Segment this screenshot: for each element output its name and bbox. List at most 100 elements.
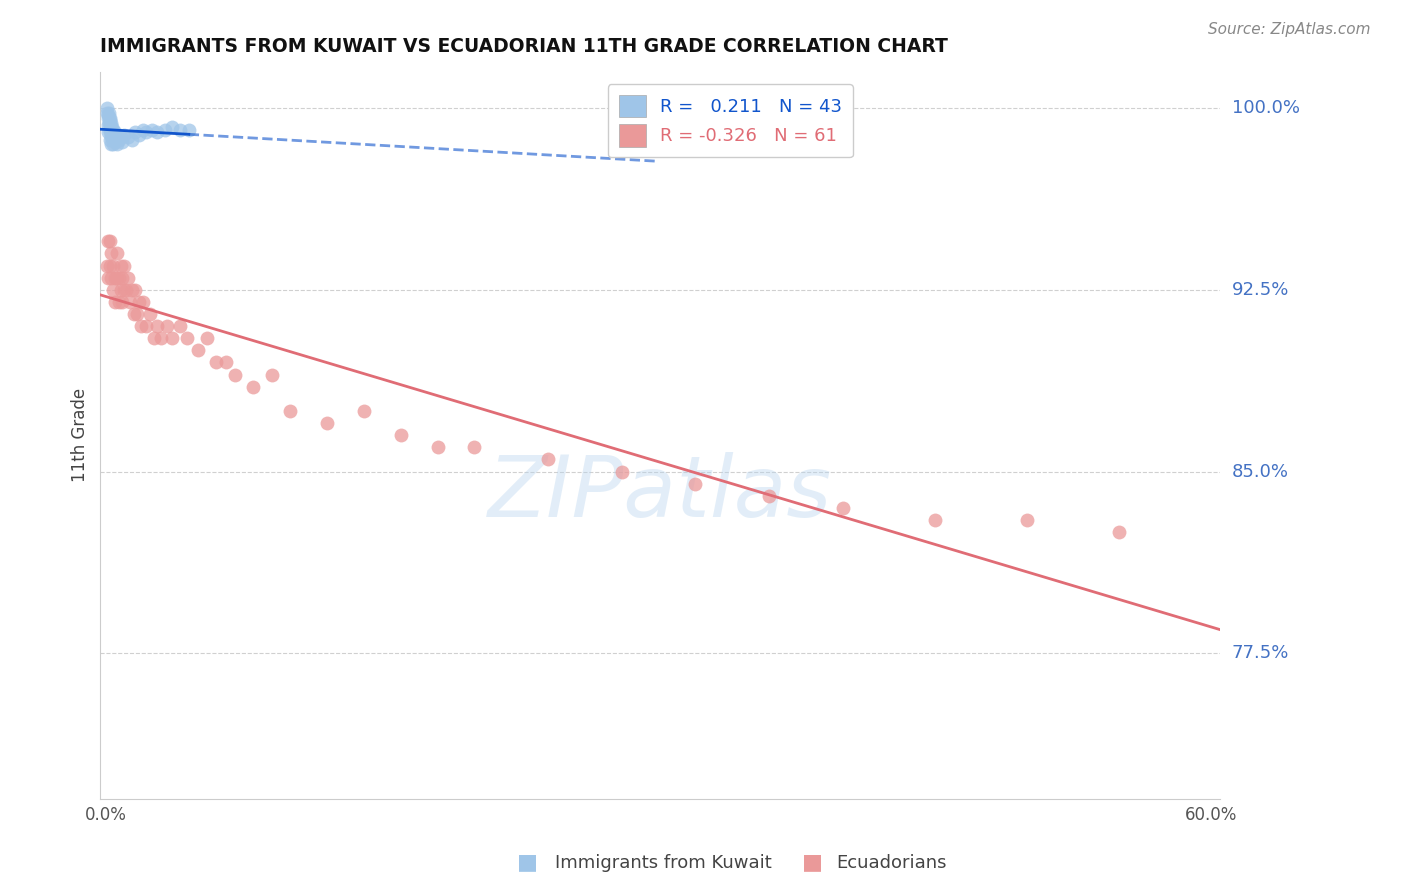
Point: [135, 125, 157, 139]
Point: [112, 259, 135, 273]
Text: 85.0%: 85.0%: [1232, 463, 1289, 481]
Point: [101, 130, 124, 145]
Point: [98, 118, 121, 132]
Text: IMMIGRANTS FROM KUWAIT VS ECUADORIAN 11TH GRADE CORRELATION CHART: IMMIGRANTS FROM KUWAIT VS ECUADORIAN 11T…: [100, 37, 948, 56]
Point: [758, 489, 780, 503]
Point: [169, 319, 191, 334]
Point: [132, 294, 155, 309]
Point: [353, 404, 375, 418]
Point: [160, 331, 183, 345]
Point: [97, 106, 120, 120]
Point: [115, 283, 138, 297]
Point: [104, 135, 127, 149]
Point: [278, 404, 301, 418]
Point: [169, 123, 191, 137]
Point: [146, 319, 169, 334]
Point: [924, 513, 946, 527]
Text: ZIPatlas: ZIPatlas: [488, 452, 832, 535]
Point: [103, 283, 125, 297]
Point: [103, 130, 125, 145]
Point: [105, 128, 128, 142]
Point: [110, 283, 132, 297]
Point: [97, 115, 120, 129]
Point: [96, 101, 118, 115]
Point: [100, 123, 122, 137]
Point: [97, 118, 120, 132]
Point: [117, 270, 139, 285]
Point: [104, 294, 127, 309]
Point: [100, 115, 122, 129]
Point: [112, 128, 135, 142]
Point: [426, 440, 449, 454]
Point: [103, 259, 125, 273]
Point: [103, 123, 125, 137]
Point: [129, 319, 152, 334]
Point: [110, 259, 132, 273]
Point: [1108, 525, 1130, 540]
Point: [98, 132, 121, 146]
Point: [156, 319, 179, 334]
Point: [121, 283, 143, 297]
Text: Immigrants from Kuwait: Immigrants from Kuwait: [555, 854, 772, 871]
Point: [101, 120, 124, 135]
Text: Source: ZipAtlas.com: Source: ZipAtlas.com: [1208, 22, 1371, 37]
Point: [142, 331, 165, 345]
Point: [104, 270, 127, 285]
Text: 100.0%: 100.0%: [1232, 99, 1299, 117]
Point: [98, 259, 121, 273]
Point: [537, 452, 560, 467]
Legend: R =   0.211   N = 43, R = -0.326   N = 61: R = 0.211 N = 43, R = -0.326 N = 61: [607, 85, 853, 157]
Point: [110, 130, 132, 145]
Point: [132, 123, 155, 137]
Text: 92.5%: 92.5%: [1232, 281, 1289, 299]
Point: [107, 294, 129, 309]
Point: [100, 130, 122, 145]
Point: [112, 283, 135, 297]
Point: [122, 307, 145, 321]
Point: [242, 380, 264, 394]
Point: [150, 331, 173, 345]
Point: [107, 270, 129, 285]
Point: [111, 135, 134, 149]
Point: [97, 108, 120, 122]
Point: [124, 283, 146, 297]
Point: [100, 123, 122, 137]
Point: [105, 246, 128, 260]
Point: [610, 465, 633, 479]
Point: [260, 368, 283, 382]
Point: [187, 343, 209, 358]
Point: [100, 270, 122, 285]
Point: [685, 476, 707, 491]
Point: [177, 123, 200, 137]
Point: [107, 132, 129, 146]
Point: [104, 125, 127, 139]
Point: [831, 500, 853, 515]
Point: [389, 428, 412, 442]
Point: [214, 355, 236, 369]
Point: [1015, 513, 1038, 527]
Point: [97, 270, 120, 285]
Point: [146, 125, 169, 139]
Point: [117, 130, 139, 145]
Point: [141, 123, 163, 137]
Point: [97, 111, 120, 125]
Point: [160, 120, 183, 135]
Point: [124, 125, 146, 139]
Text: ■: ■: [803, 853, 823, 872]
Point: [128, 294, 150, 309]
Point: [128, 128, 150, 142]
Point: [127, 307, 149, 321]
Point: [98, 111, 121, 125]
Point: [195, 331, 218, 345]
Text: 77.5%: 77.5%: [1232, 644, 1289, 662]
Point: [103, 137, 125, 152]
Text: 60.0%: 60.0%: [1185, 805, 1237, 824]
Text: ■: ■: [517, 853, 537, 872]
Point: [121, 132, 143, 146]
Point: [316, 416, 339, 430]
Point: [96, 259, 118, 273]
Point: [100, 246, 122, 260]
Point: [100, 113, 122, 128]
Text: 0.0%: 0.0%: [84, 805, 127, 824]
Point: [135, 319, 157, 334]
